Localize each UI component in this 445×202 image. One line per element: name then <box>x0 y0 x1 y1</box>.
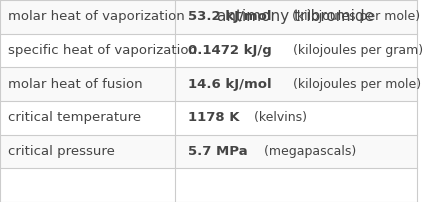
Bar <box>0 34 417 67</box>
Text: molar heat of vaporization: molar heat of vaporization <box>8 10 185 23</box>
Bar <box>0 101 417 135</box>
Text: antimony tribromide: antimony tribromide <box>217 9 375 24</box>
Bar <box>0 67 417 101</box>
Bar <box>0 135 417 168</box>
Text: (kelvins): (kelvins) <box>250 111 307 124</box>
Text: 14.6 kJ/mol: 14.6 kJ/mol <box>187 78 271 91</box>
Text: 5.7 MPa: 5.7 MPa <box>187 145 247 158</box>
Text: (megapascals): (megapascals) <box>259 145 356 158</box>
Text: (kilojoules per mole): (kilojoules per mole) <box>289 78 421 91</box>
Bar <box>0 0 417 34</box>
Text: 0.1472 kJ/g: 0.1472 kJ/g <box>187 44 271 57</box>
Text: specific heat of vaporization: specific heat of vaporization <box>8 44 197 57</box>
Text: molar heat of fusion: molar heat of fusion <box>8 78 143 91</box>
Bar <box>0 0 417 34</box>
Text: 53.2 kJ/mol: 53.2 kJ/mol <box>187 10 271 23</box>
Text: 1178 K: 1178 K <box>187 111 239 124</box>
Text: critical temperature: critical temperature <box>8 111 142 124</box>
Text: (kilojoules per mole): (kilojoules per mole) <box>288 10 421 23</box>
Text: (kilojoules per gram): (kilojoules per gram) <box>289 44 423 57</box>
Text: critical pressure: critical pressure <box>8 145 115 158</box>
